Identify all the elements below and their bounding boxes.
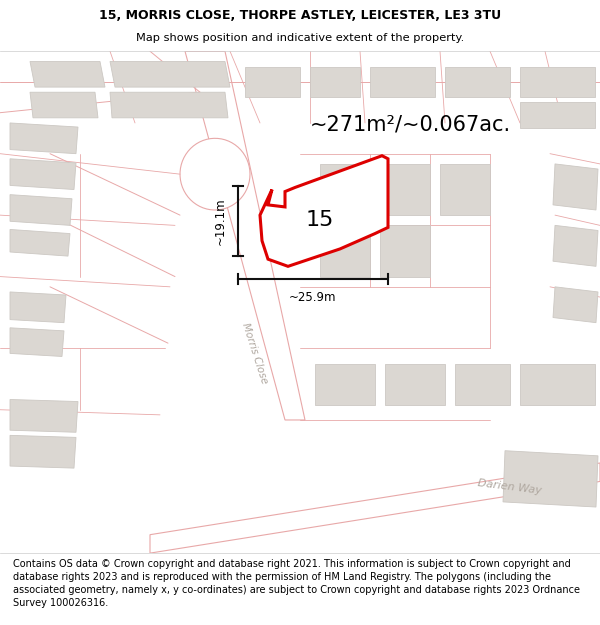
Polygon shape (370, 67, 435, 98)
Polygon shape (260, 156, 388, 266)
Polygon shape (520, 102, 595, 128)
Polygon shape (180, 138, 250, 210)
Text: Morris Close: Morris Close (241, 322, 269, 385)
Polygon shape (320, 164, 370, 215)
Polygon shape (30, 92, 98, 118)
Polygon shape (520, 67, 595, 98)
Polygon shape (380, 226, 430, 277)
Polygon shape (10, 292, 66, 322)
Polygon shape (245, 67, 300, 98)
Polygon shape (10, 194, 72, 226)
Polygon shape (320, 226, 370, 277)
Polygon shape (10, 229, 70, 256)
Polygon shape (10, 436, 76, 468)
Polygon shape (380, 164, 430, 215)
Polygon shape (10, 328, 64, 356)
Polygon shape (185, 51, 305, 420)
Text: 15: 15 (306, 210, 334, 230)
Polygon shape (553, 226, 598, 266)
Polygon shape (110, 92, 228, 118)
Text: ~271m²/~0.067ac.: ~271m²/~0.067ac. (310, 115, 511, 135)
Text: 15, MORRIS CLOSE, THORPE ASTLEY, LEICESTER, LE3 3TU: 15, MORRIS CLOSE, THORPE ASTLEY, LEICEST… (99, 9, 501, 22)
Polygon shape (440, 164, 490, 215)
Polygon shape (553, 287, 598, 322)
Text: Map shows position and indicative extent of the property.: Map shows position and indicative extent… (136, 33, 464, 44)
Text: ~19.1m: ~19.1m (214, 198, 227, 245)
Polygon shape (10, 399, 78, 432)
Polygon shape (10, 123, 78, 154)
Text: Darien Way: Darien Way (478, 478, 542, 496)
Polygon shape (520, 364, 595, 404)
Polygon shape (30, 61, 105, 87)
Text: Contains OS data © Crown copyright and database right 2021. This information is : Contains OS data © Crown copyright and d… (13, 559, 580, 609)
Polygon shape (553, 164, 598, 210)
Polygon shape (445, 67, 510, 98)
Polygon shape (315, 364, 375, 404)
Polygon shape (110, 61, 230, 87)
Polygon shape (10, 159, 76, 189)
Polygon shape (310, 67, 360, 98)
Text: ~25.9m: ~25.9m (289, 291, 337, 304)
Polygon shape (455, 364, 510, 404)
Polygon shape (503, 451, 598, 507)
Polygon shape (385, 364, 445, 404)
Polygon shape (150, 463, 600, 553)
